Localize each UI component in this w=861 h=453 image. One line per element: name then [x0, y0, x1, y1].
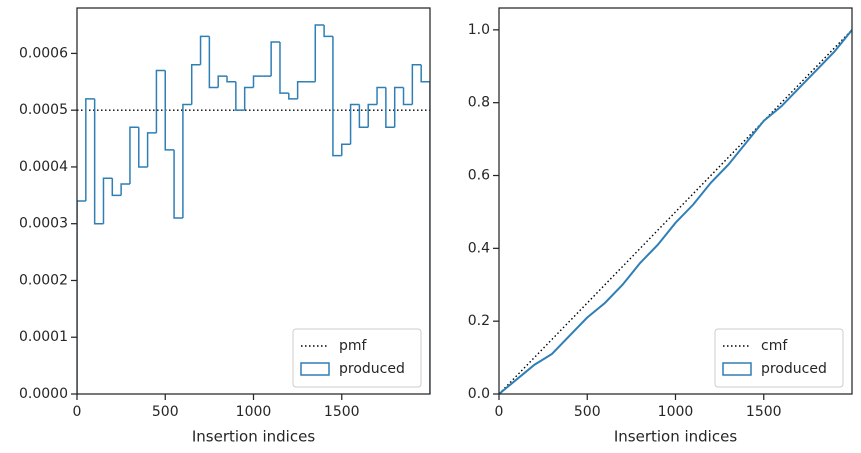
histogram-step [217, 75, 228, 88]
x-tick-label: 0 [73, 404, 82, 420]
plot-area [499, 29, 852, 394]
histogram-step [85, 98, 95, 201]
histogram-step [288, 93, 298, 100]
legend-box [292, 328, 422, 388]
histogram-step [323, 25, 333, 38]
x-tick-label: 1500 [746, 404, 782, 420]
x-tick-label: 1000 [658, 404, 694, 420]
x-tick-label: 500 [152, 404, 179, 420]
histogram-step [182, 103, 192, 219]
histogram-step [120, 183, 130, 196]
y-tick-label: 0.0004 [19, 159, 68, 175]
histogram-step [138, 127, 148, 168]
y-tick-label: 0.2 [468, 313, 490, 329]
x-tick-label: 500 [574, 404, 601, 420]
histogram-step [208, 36, 219, 89]
histogram-step [111, 178, 122, 197]
legend-swatch [300, 362, 330, 376]
histogram-step [173, 149, 183, 219]
y-tick-label: 0.6 [468, 168, 490, 184]
histogram-step [252, 75, 263, 88]
histogram-step [199, 35, 210, 65]
histogram-step [243, 86, 254, 111]
histogram-step [155, 69, 166, 133]
histogram-step [77, 200, 86, 394]
x-axis-label: Insertion indices [192, 428, 315, 446]
x-tick-label: 0 [495, 404, 504, 420]
y-tick-label: 0.0002 [19, 272, 68, 288]
x-tick-label: 1000 [236, 404, 272, 420]
histogram-step [376, 86, 386, 105]
axes-frame [498, 7, 853, 395]
legend-box [714, 328, 844, 388]
line-series [499, 29, 852, 394]
x-tick-label: 1500 [324, 404, 360, 420]
legend-label: produced [339, 361, 405, 377]
y-tick-label: 0.0001 [19, 329, 68, 345]
histogram-step [226, 76, 236, 83]
histogram-step [411, 64, 422, 105]
histogram-step [420, 64, 430, 394]
line-series [499, 29, 852, 394]
histogram-step [358, 104, 369, 128]
y-tick-label: 0.4 [468, 240, 490, 256]
histogram-step [190, 64, 201, 105]
histogram-step [93, 98, 104, 225]
x-axis-label: Insertion indices [614, 428, 737, 446]
histogram-step [393, 86, 404, 128]
legend-label: produced [761, 361, 827, 377]
y-tick-label: 1.0 [468, 22, 490, 38]
legend-swatch [722, 362, 752, 376]
legend-label: pmf [339, 338, 368, 354]
histogram-step [146, 132, 157, 167]
histogram-step [349, 103, 360, 145]
y-tick-label: 0.0 [468, 386, 490, 402]
y-tick-label: 0.0000 [19, 386, 68, 402]
histogram-step [296, 81, 307, 99]
histogram-step [279, 42, 289, 94]
histogram-step [402, 87, 413, 106]
histogram-step [385, 87, 395, 128]
histogram-step [102, 177, 113, 224]
plot-area [77, 24, 430, 394]
histogram-step [341, 143, 351, 156]
histogram-step [270, 41, 280, 77]
histogram-step [129, 126, 139, 184]
histogram-step [164, 70, 175, 151]
histogram-step [367, 103, 378, 128]
y-tick-label: 0.0005 [19, 102, 68, 118]
legend-label: cmf [761, 338, 788, 354]
histogram-step [314, 24, 325, 82]
y-tick-label: 0.8 [468, 95, 490, 111]
axes-frame [76, 7, 431, 395]
histogram-step [235, 81, 245, 111]
histogram-step [332, 36, 342, 157]
y-tick-label: 0.0003 [19, 216, 68, 232]
y-tick-label: 0.0006 [19, 45, 68, 61]
